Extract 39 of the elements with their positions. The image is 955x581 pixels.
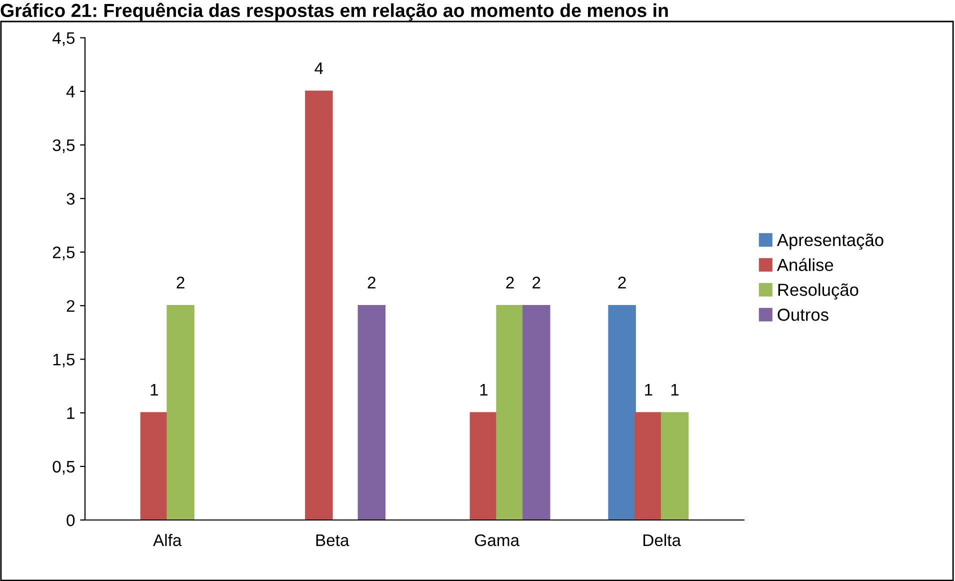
- y-tick-label: 2,5: [52, 246, 75, 260]
- x-tick-label: Delta: [643, 534, 682, 546]
- y-tick-label: 3,5: [52, 139, 75, 154]
- bar: [140, 412, 168, 520]
- x-tick-label: Gama: [474, 534, 520, 546]
- bar: [608, 304, 636, 520]
- data-label: 2: [506, 276, 514, 288]
- bar: [634, 412, 662, 520]
- y-tick-label: 4,5: [52, 32, 75, 46]
- data-label: 1: [480, 384, 488, 396]
- chart-title: Gráfico 21: Frequência das respostas em relação ao momento de menos in: [0, 2, 668, 21]
- bar: [305, 90, 333, 520]
- y-tick-label: 4: [66, 86, 75, 98]
- bar: [496, 304, 524, 520]
- legend-label: Resolução: [778, 283, 858, 300]
- bar: [166, 304, 194, 520]
- data-label: 2: [618, 276, 626, 288]
- data-label: 2: [368, 276, 376, 288]
- y-tick-label: 1: [67, 407, 74, 419]
- y-tick-label: 0,5: [52, 460, 75, 475]
- y-tick-label: 3: [66, 192, 75, 205]
- bar: [522, 304, 550, 520]
- data-label: 4: [314, 62, 324, 74]
- y-tick-label: 0: [66, 514, 75, 526]
- legend-label: Apresentação: [776, 234, 884, 250]
- y-tick-label: 2: [66, 300, 74, 312]
- x-tick-label: Alfa: [153, 534, 182, 546]
- data-label: 1: [150, 384, 158, 396]
- y-tick-label: 1,5: [53, 354, 75, 368]
- data-label: 1: [645, 384, 652, 396]
- data-label: 1: [671, 384, 679, 396]
- legend-label: Outros: [778, 308, 828, 321]
- data-label: 2: [532, 276, 540, 288]
- bar: [660, 412, 689, 520]
- legend-label: Análise: [776, 258, 834, 272]
- x-tick-label: Beta: [316, 534, 350, 546]
- bar: [470, 412, 498, 520]
- data-label: 2: [176, 276, 184, 288]
- bar: [358, 304, 386, 520]
